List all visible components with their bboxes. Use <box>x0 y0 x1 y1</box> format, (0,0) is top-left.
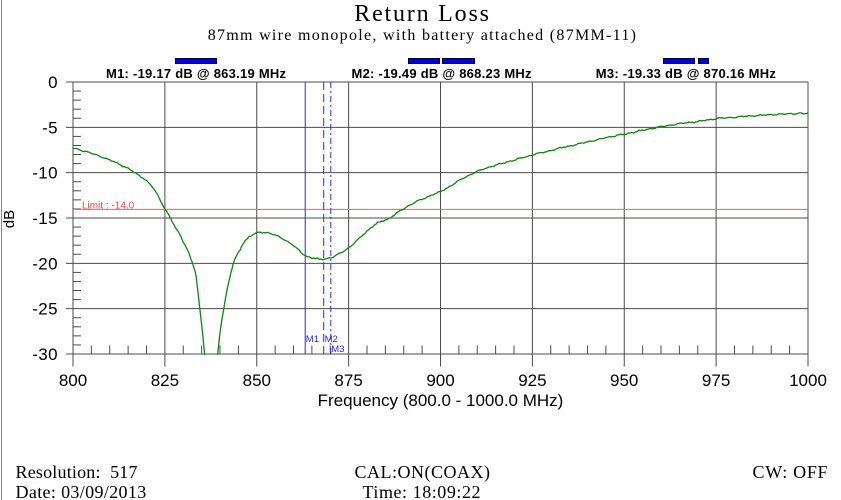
svg-text:M2: M2 <box>325 334 338 345</box>
svg-text:950: 950 <box>610 371 638 390</box>
svg-text:Frequency (800.0 - 1000.0 MHz): Frequency (800.0 - 1000.0 MHz) <box>318 391 564 410</box>
svg-text:M1: M1 <box>306 334 319 345</box>
svg-text:-15: -15 <box>32 209 58 228</box>
svg-text:-10: -10 <box>32 164 58 183</box>
svg-text:925: 925 <box>518 371 546 390</box>
svg-text:850: 850 <box>243 371 271 390</box>
svg-text:M3: M3 <box>331 344 344 355</box>
svg-text:800: 800 <box>59 371 87 390</box>
svg-text:-25: -25 <box>32 300 58 319</box>
svg-text:1000: 1000 <box>789 371 827 390</box>
svg-text:-5: -5 <box>42 118 58 137</box>
svg-text:dB: dB <box>1 210 18 228</box>
svg-text:975: 975 <box>702 371 730 390</box>
svg-text:-30: -30 <box>32 345 58 364</box>
svg-text:Limit : -14.0: Limit : -14.0 <box>82 200 135 211</box>
svg-text:875: 875 <box>334 371 362 390</box>
svg-text:825: 825 <box>151 371 179 390</box>
svg-text:-20: -20 <box>32 254 58 273</box>
svg-text:900: 900 <box>426 371 454 390</box>
svg-text:0: 0 <box>48 73 58 92</box>
